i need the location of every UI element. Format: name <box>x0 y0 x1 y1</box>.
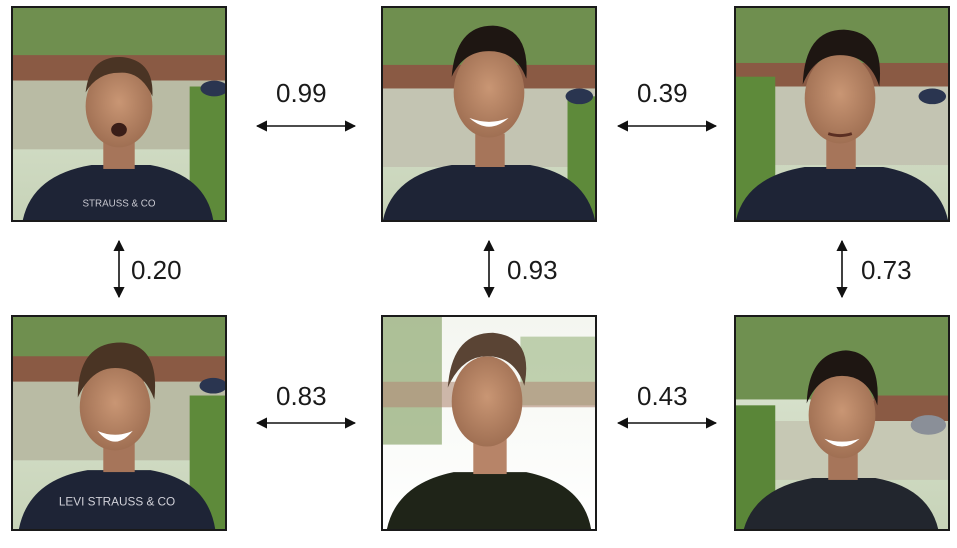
double-headed-arrow-horizontal-icon-ef <box>616 417 718 429</box>
photo-b-image <box>383 8 595 220</box>
double-headed-arrow-horizontal-icon-de <box>255 417 357 429</box>
photo-a-image: STRAUSS & CO <box>13 8 225 220</box>
score-a-d: 0.20 <box>131 255 182 285</box>
photo-c-image <box>736 8 948 220</box>
double-headed-arrow-horizontal-icon-bc <box>616 120 718 132</box>
shirt-print-a: STRAUSS & CO <box>83 198 156 209</box>
score-e-f: 0.43 <box>637 381 688 411</box>
double-headed-arrow-horizontal-icon-ab <box>255 120 357 132</box>
photo-e-image <box>383 317 595 529</box>
photo-tile-b <box>381 6 597 222</box>
score-b-c: 0.39 <box>637 78 688 108</box>
score-b-e: 0.93 <box>507 255 558 285</box>
score-d-e: 0.83 <box>276 381 327 411</box>
photo-tile-a: STRAUSS & CO <box>11 6 227 222</box>
photo-tile-f <box>734 315 950 531</box>
double-headed-arrow-vertical-icon-cf <box>836 239 848 299</box>
shirt-print-d: LEVI STRAUSS & CO <box>59 495 175 508</box>
double-headed-arrow-vertical-icon-ad <box>113 239 125 299</box>
double-headed-arrow-vertical-icon-be <box>483 239 495 299</box>
photo-tile-c <box>734 6 950 222</box>
photo-tile-d: LEVI STRAUSS & CO <box>11 315 227 531</box>
photo-tile-e <box>381 315 597 531</box>
photo-d-image: LEVI STRAUSS & CO <box>13 317 225 529</box>
photo-f-image <box>736 317 948 529</box>
score-c-f: 0.73 <box>861 255 912 285</box>
score-a-b: 0.99 <box>276 78 327 108</box>
